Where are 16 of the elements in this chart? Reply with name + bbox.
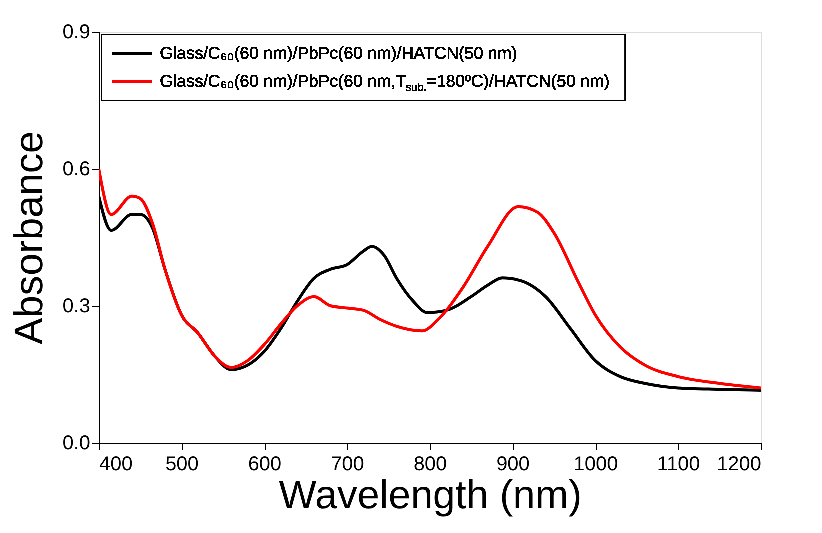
y-axis-title: Absorbance — [8, 131, 52, 345]
y-tick-label: 0.9 — [62, 22, 90, 44]
x-tick-label: 1000 — [574, 454, 618, 476]
x-tick-label: 500 — [166, 454, 199, 476]
x-axis-title: Wavelength (nm) — [278, 474, 582, 518]
x-tick-label: 1200 — [717, 454, 762, 476]
x-tick-label: 900 — [496, 454, 530, 476]
y-tick-label: 0.6 — [62, 158, 90, 180]
x-tick-label: 1100 — [657, 454, 700, 476]
x-tick-label: 800 — [414, 454, 448, 476]
legend-label: Glass/C₆₀(60 nm)/PbPc(60 nm)/HATCN(50 nm) — [160, 44, 518, 63]
x-tick-label: 600 — [248, 454, 282, 476]
y-tick-label: 0.0 — [62, 432, 90, 454]
x-tick-label: 700 — [331, 454, 364, 476]
y-tick-label: 0.3 — [62, 296, 90, 318]
x-tick-label: 400 — [100, 454, 133, 476]
